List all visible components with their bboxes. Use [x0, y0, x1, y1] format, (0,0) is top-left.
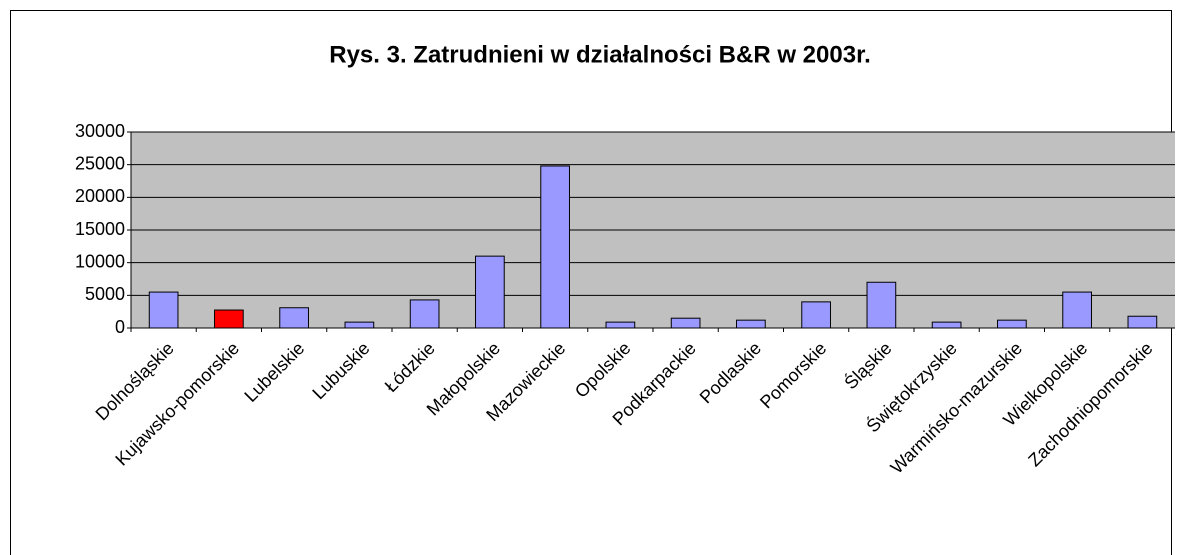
bar — [148, 291, 179, 329]
bar — [801, 301, 831, 329]
bar — [214, 309, 244, 329]
y-tick-label: 20000 — [75, 186, 125, 206]
bar — [279, 307, 309, 329]
y-tick-label: 30000 — [75, 121, 125, 141]
bar — [736, 319, 766, 329]
chart-title: Rys. 3. Zatrudnieni w działalności B&R w… — [329, 41, 871, 68]
bar — [540, 165, 570, 329]
bar — [866, 281, 897, 329]
y-tick-label: 10000 — [75, 251, 125, 271]
y-tick-label: 15000 — [75, 219, 125, 239]
y-tick-label: 0 — [115, 317, 125, 337]
bar — [931, 321, 962, 329]
y-tick-label: 25000 — [75, 153, 125, 173]
bar — [1062, 291, 1092, 329]
bar — [997, 319, 1027, 329]
bar — [1127, 315, 1158, 329]
bar — [670, 317, 701, 329]
bar — [475, 255, 505, 329]
bar — [344, 321, 375, 329]
bar — [409, 299, 440, 329]
bar — [605, 321, 636, 329]
y-tick-label: 5000 — [85, 284, 125, 304]
